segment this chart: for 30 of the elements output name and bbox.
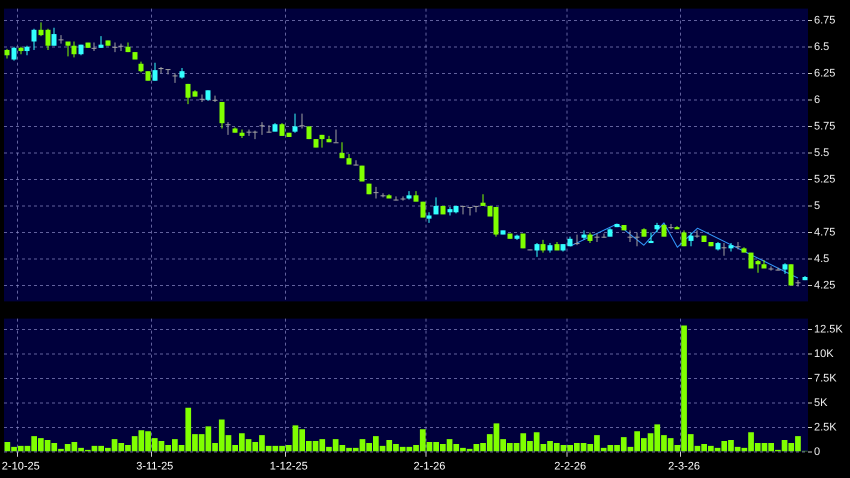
y-tick-label: 6.25 (814, 67, 836, 80)
y-tick-label: 5K (814, 396, 828, 409)
y-tick-label: 6.75 (814, 14, 836, 26)
x-tick-label: 2-10-25 (2, 460, 40, 472)
y-tick-label: 6.5 (814, 40, 830, 53)
y-tick-label: 10K (814, 348, 834, 360)
candlestick (260, 122, 264, 135)
y-tick-label: 4.75 (814, 226, 836, 238)
y-tick-label: 0 (814, 446, 820, 458)
y-tick-label: 2.5K (814, 421, 838, 434)
x-tick-label: 1-12-25 (270, 460, 308, 472)
candlestick (226, 122, 230, 135)
y-tick-label: 4.5 (814, 252, 830, 265)
candlestick (722, 243, 726, 256)
y-tick-label: 5.75 (814, 120, 836, 132)
y-tick-label: 12.5K (814, 323, 844, 336)
y-tick-label: 7.5K (814, 372, 838, 384)
x-tick-label: 3-11-25 (136, 460, 174, 472)
x-tick-label: 2-2-26 (554, 460, 586, 472)
x-tick-label: 2-1-26 (414, 460, 446, 472)
y-tick-label: 5 (814, 200, 820, 212)
candlestick (574, 234, 580, 246)
candlestick (634, 232, 640, 246)
y-tick-label: 4.25 (814, 280, 836, 292)
y-tick-label: 5.5 (814, 146, 830, 159)
x-tick-label: 2-3-26 (668, 460, 700, 472)
y-tick-label: 5.25 (814, 173, 836, 186)
candlestick (300, 114, 304, 128)
y-tick-label: 6 (814, 94, 820, 106)
candlestick (334, 130, 338, 144)
